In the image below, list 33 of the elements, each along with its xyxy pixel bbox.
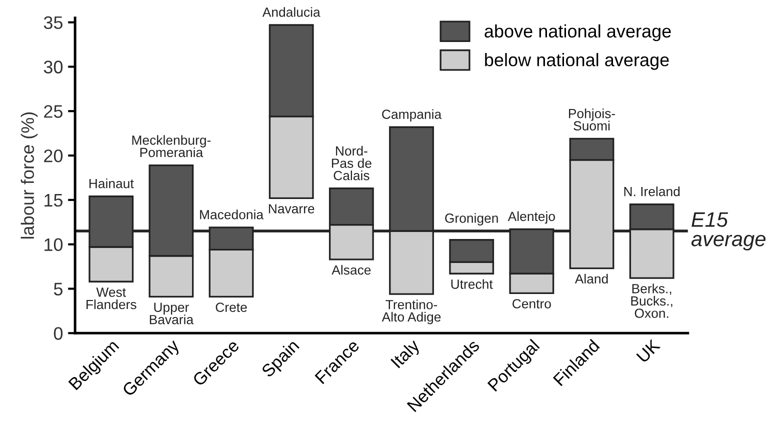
y-tick-label: 15 xyxy=(44,194,63,207)
annotation: N. Ireland xyxy=(624,186,680,196)
legend-label: above national average xyxy=(484,24,671,42)
annotation: Pohjois- Suomi xyxy=(568,108,615,130)
annotation: Mecklenburg- Pomerania xyxy=(132,135,211,158)
annotation: Utrecht xyxy=(451,279,493,289)
y-tick-label: 20 xyxy=(44,149,63,162)
annotation: Gronigen xyxy=(445,213,498,226)
annotation: Upper Bavaria xyxy=(150,302,194,324)
annotation: Campania xyxy=(382,109,442,122)
annotation: West Flanders xyxy=(86,288,136,310)
annotation: Berks., Bucks., Oxon. xyxy=(631,284,672,318)
y-tick-label: 10 xyxy=(44,238,63,252)
annotation: Alentejo xyxy=(508,211,555,224)
annotation: Hainaut xyxy=(89,178,134,188)
annotation: Trentino- Alto Adige xyxy=(382,300,441,324)
ref-line-label: E15 average xyxy=(691,212,766,250)
annotation: Aland xyxy=(574,274,608,284)
annotation: Nord- Pas de Calais xyxy=(332,146,372,180)
y-axis-title: labour force (%) xyxy=(20,112,38,239)
annotation: Centro xyxy=(512,299,551,308)
annotation: Crete xyxy=(216,302,247,312)
annotation: Andalucia xyxy=(262,7,320,17)
y-tick-label: 35 xyxy=(44,16,63,30)
y-tick-label: 30 xyxy=(44,60,63,74)
y-tick-label: 5 xyxy=(54,282,63,296)
x-tick-label: UK xyxy=(636,338,661,364)
annotation: Macedonia xyxy=(200,210,264,220)
annotation: Navarre xyxy=(268,204,314,214)
annotation: Alsace xyxy=(332,264,371,275)
y-tick-label: 25 xyxy=(44,105,63,118)
y-tick-label: 0 xyxy=(54,327,63,340)
legend-label: below national average xyxy=(485,53,669,70)
